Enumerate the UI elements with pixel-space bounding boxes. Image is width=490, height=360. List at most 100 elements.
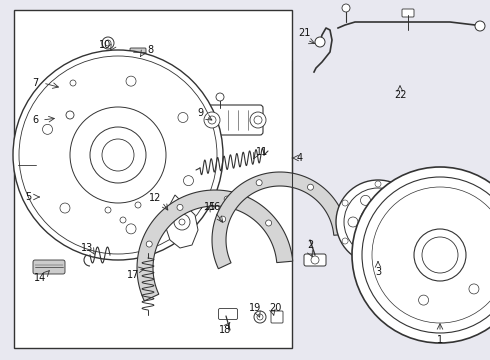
Circle shape <box>342 200 348 206</box>
Circle shape <box>183 176 194 186</box>
Circle shape <box>60 203 70 213</box>
FancyBboxPatch shape <box>66 117 78 125</box>
Circle shape <box>344 188 412 256</box>
Circle shape <box>342 4 350 12</box>
Circle shape <box>204 112 220 128</box>
Circle shape <box>126 224 136 234</box>
FancyBboxPatch shape <box>402 9 414 17</box>
Circle shape <box>105 40 111 46</box>
Circle shape <box>224 196 230 202</box>
Text: 22: 22 <box>394 90 406 100</box>
Bar <box>100 63 136 91</box>
Circle shape <box>254 311 266 323</box>
Circle shape <box>70 107 166 203</box>
Circle shape <box>43 124 52 134</box>
Ellipse shape <box>52 149 74 181</box>
Ellipse shape <box>71 204 89 230</box>
FancyBboxPatch shape <box>271 311 283 323</box>
Circle shape <box>361 195 370 205</box>
FancyBboxPatch shape <box>25 159 37 171</box>
Circle shape <box>315 37 325 47</box>
Text: 10: 10 <box>99 40 111 50</box>
Text: 6: 6 <box>32 115 38 125</box>
FancyBboxPatch shape <box>207 105 263 135</box>
Circle shape <box>368 212 388 232</box>
Circle shape <box>90 127 146 183</box>
Circle shape <box>105 207 111 213</box>
Circle shape <box>361 239 370 249</box>
Circle shape <box>308 184 314 190</box>
Bar <box>14 10 292 348</box>
Circle shape <box>352 167 490 343</box>
Circle shape <box>362 177 490 333</box>
Circle shape <box>398 217 408 227</box>
Circle shape <box>342 238 348 244</box>
Circle shape <box>177 204 183 210</box>
FancyBboxPatch shape <box>33 260 65 274</box>
Text: 7: 7 <box>32 78 38 88</box>
Text: 1: 1 <box>437 335 443 345</box>
Text: 20: 20 <box>269 303 281 313</box>
Circle shape <box>386 195 395 205</box>
Text: 5: 5 <box>25 192 31 202</box>
Circle shape <box>120 217 126 223</box>
Text: 14: 14 <box>34 273 46 283</box>
Circle shape <box>208 116 216 124</box>
Circle shape <box>216 93 224 101</box>
Circle shape <box>254 116 262 124</box>
Text: 19: 19 <box>249 303 261 313</box>
Circle shape <box>348 217 358 227</box>
Text: 3: 3 <box>375 267 381 277</box>
Text: 8: 8 <box>147 45 153 55</box>
Polygon shape <box>212 172 348 269</box>
Circle shape <box>102 139 134 171</box>
Circle shape <box>146 241 152 247</box>
FancyBboxPatch shape <box>304 254 326 266</box>
Circle shape <box>408 200 414 206</box>
Circle shape <box>475 21 485 31</box>
Polygon shape <box>137 190 293 301</box>
Text: 15: 15 <box>204 202 216 212</box>
FancyBboxPatch shape <box>130 48 146 57</box>
Circle shape <box>418 295 429 305</box>
Circle shape <box>360 204 396 240</box>
Circle shape <box>372 187 490 323</box>
FancyBboxPatch shape <box>67 77 79 89</box>
Text: 11: 11 <box>256 147 268 157</box>
Text: 16: 16 <box>209 202 221 212</box>
Circle shape <box>135 202 141 208</box>
Text: 17: 17 <box>127 270 139 280</box>
Circle shape <box>375 257 381 263</box>
Text: 12: 12 <box>149 193 161 203</box>
Circle shape <box>174 214 190 230</box>
Circle shape <box>266 220 271 226</box>
Ellipse shape <box>153 124 167 146</box>
Circle shape <box>102 37 114 49</box>
Circle shape <box>375 181 381 187</box>
Circle shape <box>469 284 479 294</box>
Circle shape <box>311 256 319 264</box>
Circle shape <box>414 229 466 281</box>
Circle shape <box>386 239 395 249</box>
Text: 2: 2 <box>307 240 313 250</box>
Text: 9: 9 <box>197 108 203 118</box>
Circle shape <box>66 111 74 119</box>
Circle shape <box>220 216 226 222</box>
Text: 4: 4 <box>297 153 303 163</box>
Circle shape <box>422 237 458 273</box>
Text: 21: 21 <box>298 28 310 38</box>
Text: 13: 13 <box>81 243 93 253</box>
Circle shape <box>408 238 414 244</box>
Polygon shape <box>165 195 198 248</box>
Circle shape <box>250 112 266 128</box>
Circle shape <box>19 56 217 254</box>
Circle shape <box>178 112 188 122</box>
Circle shape <box>336 180 420 264</box>
Circle shape <box>13 50 223 260</box>
Circle shape <box>256 180 262 186</box>
Circle shape <box>257 314 263 320</box>
Circle shape <box>70 80 76 86</box>
Text: 18: 18 <box>219 325 231 335</box>
Circle shape <box>179 219 185 225</box>
FancyBboxPatch shape <box>219 309 238 320</box>
